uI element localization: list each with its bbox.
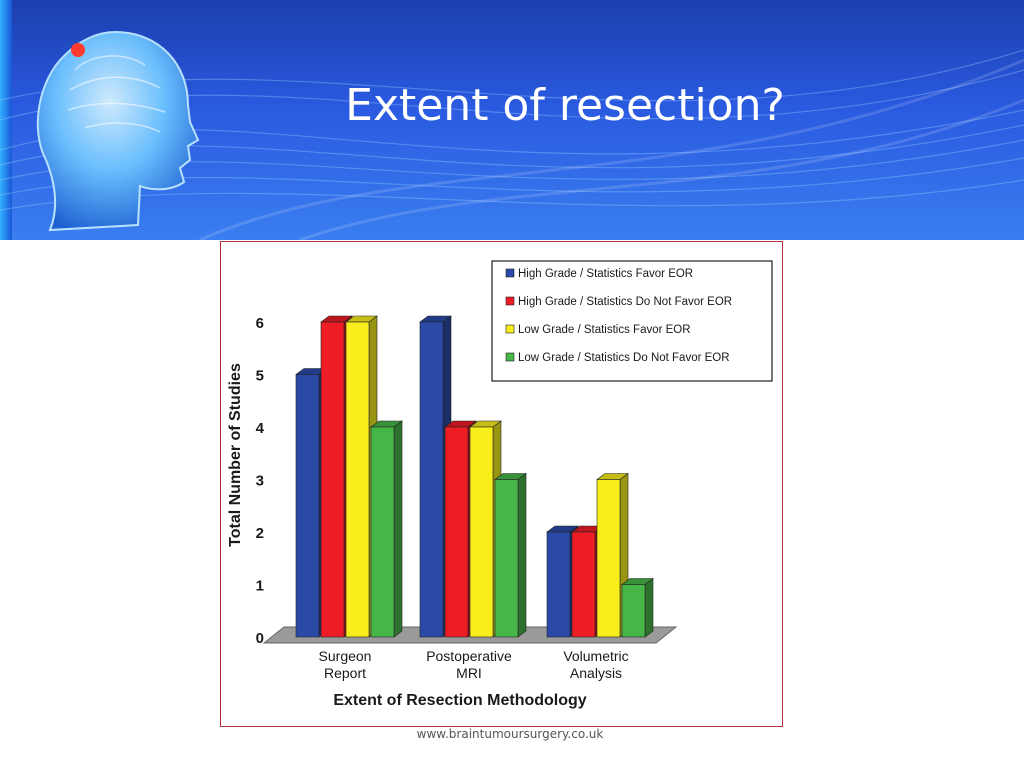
x-axis-categories: Surgeon Report Postoperative MRI Volumetric A… bbox=[319, 648, 629, 681]
bar-front bbox=[596, 479, 621, 638]
y-tick-label: 1 bbox=[256, 578, 264, 595]
legend-label: Low Grade / Statistics Do Not Favor EOR bbox=[518, 352, 730, 364]
y-tick-label: 4 bbox=[256, 420, 265, 437]
bar bbox=[370, 420, 403, 638]
x-category-label: Postoperative MRI bbox=[426, 648, 512, 681]
x-category-label: Surgeon Report bbox=[319, 648, 372, 681]
bar-side bbox=[517, 472, 527, 638]
legend-swatch bbox=[505, 324, 515, 334]
bar-front bbox=[295, 374, 320, 638]
legend-label: Low Grade / Statistics Favor EOR bbox=[518, 324, 691, 336]
legend: High Grade / Statistics Favor EOR High Gr… bbox=[491, 260, 773, 382]
y-axis-title: Total Number of Studies bbox=[227, 363, 244, 547]
y-tick-label: 6 bbox=[256, 315, 264, 332]
banner-edge-strip bbox=[0, 0, 12, 240]
bar-front bbox=[345, 321, 370, 638]
bar-front bbox=[419, 321, 444, 638]
brain-highlight-dot bbox=[71, 43, 85, 57]
bar-front bbox=[469, 426, 494, 638]
bar bbox=[621, 577, 654, 638]
y-tick-label: 3 bbox=[256, 473, 264, 490]
bar-chart: 0 1 2 3 4 5 6 Surgeon Report Postoperative MRI Vol… bbox=[227, 260, 773, 709]
legend-swatch bbox=[505, 268, 515, 278]
wave-background-graphic bbox=[0, 49, 1024, 240]
x-axis-title: Extent of Resection Methodology bbox=[333, 692, 586, 709]
title-banner: Extent of resection? bbox=[0, 0, 1024, 240]
y-tick-label: 2 bbox=[256, 525, 264, 542]
y-axis: 0 1 2 3 4 5 6 bbox=[256, 315, 265, 647]
brain-head-icon bbox=[36, 30, 200, 232]
slide-title: Extent of resection? bbox=[345, 80, 785, 131]
legend-swatch bbox=[505, 296, 515, 306]
bar-side bbox=[644, 577, 654, 638]
bar-side bbox=[393, 420, 403, 638]
legend-label: High Grade / Statistics Favor EOR bbox=[518, 268, 693, 280]
footer-url: www.braintumoursurgery.co.uk bbox=[416, 727, 604, 741]
legend-label: High Grade / Statistics Do Not Favor EOR bbox=[518, 296, 732, 308]
bar-front bbox=[494, 479, 519, 638]
x-category-label: Volumetric Analysis bbox=[563, 648, 628, 681]
legend-swatch bbox=[505, 352, 515, 362]
bar-front bbox=[444, 426, 469, 638]
legend-box bbox=[491, 260, 773, 382]
y-tick-label: 5 bbox=[256, 368, 264, 385]
bar-front bbox=[320, 321, 345, 638]
y-tick-label: 0 bbox=[256, 630, 264, 647]
bar bbox=[494, 472, 527, 638]
bar-front bbox=[370, 426, 395, 638]
bar-front bbox=[546, 531, 571, 638]
bar-front bbox=[571, 531, 596, 638]
bars-group bbox=[295, 315, 654, 638]
bar-front bbox=[621, 584, 646, 638]
